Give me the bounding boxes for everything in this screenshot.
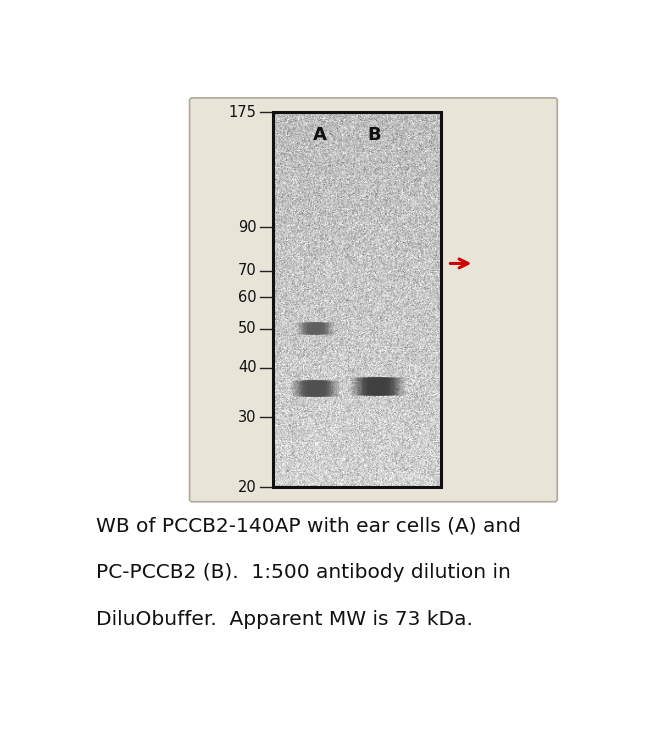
Text: 40: 40 [238,360,257,375]
Text: A: A [313,126,327,144]
Bar [273,112,441,487]
Text: 30: 30 [238,410,257,425]
Text: WB of PCCB2-140AP with ear cells (A) and: WB of PCCB2-140AP with ear cells (A) and [96,516,521,535]
Text: 175: 175 [229,105,257,120]
Text: 60: 60 [238,290,257,305]
Text: DiluObuffer.  Apparent MW is 73 kDa.: DiluObuffer. Apparent MW is 73 kDa. [96,610,473,629]
Text: 70: 70 [238,263,257,278]
Text: 50: 50 [238,321,257,336]
Text: 90: 90 [238,219,257,235]
FancyBboxPatch shape [190,98,557,501]
Text: PC-PCCB2 (B).  1:500 antibody dilution in: PC-PCCB2 (B). 1:500 antibody dilution in [96,563,512,582]
Text: B: B [367,126,381,144]
Text: 20: 20 [238,480,257,495]
